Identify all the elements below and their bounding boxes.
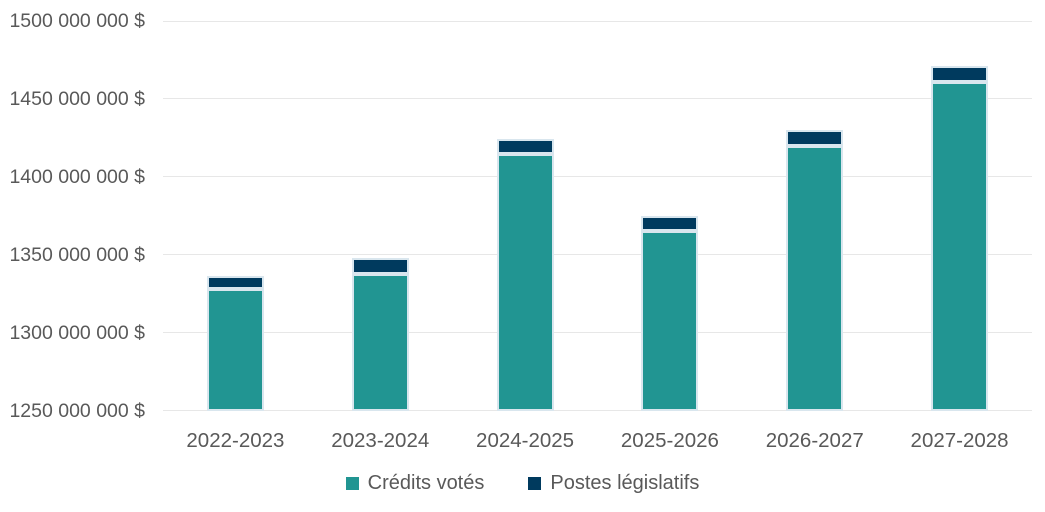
bar-2023-2024 xyxy=(351,258,409,411)
legend-swatch-postes-legislatifs xyxy=(528,476,542,490)
gridline xyxy=(163,21,1032,22)
x-axis-label: 2025-2026 xyxy=(620,429,719,452)
gridline xyxy=(163,254,1032,255)
bar-2027-2028 xyxy=(931,66,989,411)
legend-item-postes-legislatifs: Postes législatifs xyxy=(528,472,699,495)
bar-segment-postes-legislatifs xyxy=(351,258,409,274)
bar-segment-postes-legislatifs xyxy=(641,216,699,231)
bar-segment-postes-legislatifs xyxy=(496,139,554,154)
bar-segment-credits-votes xyxy=(206,289,264,411)
y-axis: 1250 000 000 $ 1300 000 000 $ 1350 000 000… xyxy=(0,10,148,422)
y-axis-label: 1250 000 000 $ xyxy=(9,400,145,422)
bar-segment-credits-votes xyxy=(496,154,554,411)
legend-label-credits-votes: Crédits votés xyxy=(367,471,485,494)
legend-item-credits-votes: Crédits votés xyxy=(345,471,485,495)
bar-segment-postes-legislatifs xyxy=(931,66,989,82)
y-axis-label: 1400 000 000 $ xyxy=(9,166,145,188)
x-axis: 2022-2023 2023-2024 2024-2025 2025-2026 2026… xyxy=(163,428,1032,456)
y-axis-label: 1300 000 000 $ xyxy=(9,322,145,344)
bar-2026-2027 xyxy=(786,130,844,411)
legend: Crédits votés Postes législatifs xyxy=(0,469,1045,497)
bar-segment-credits-votes xyxy=(786,146,844,411)
bar-segment-postes-legislatifs xyxy=(786,130,844,146)
x-axis-label: 2023-2024 xyxy=(331,429,430,452)
x-axis-label: 2027-2028 xyxy=(910,429,1009,452)
bar-2025-2026 xyxy=(641,216,699,411)
bar-2024-2025 xyxy=(496,139,554,411)
bar-2022-2023 xyxy=(206,276,264,411)
legend-swatch-credits-votes xyxy=(345,476,359,490)
bar-segment-credits-votes xyxy=(351,274,409,411)
y-axis-label: 1500 000 000 $ xyxy=(9,10,145,32)
gridline xyxy=(163,176,1032,177)
plot-area xyxy=(163,21,1032,411)
bar-segment-credits-votes xyxy=(641,231,699,411)
bar-segment-postes-legislatifs xyxy=(206,276,264,289)
x-axis-label: 2024-2025 xyxy=(476,429,575,452)
bar-segment-credits-votes xyxy=(931,82,989,411)
gridline xyxy=(163,98,1032,99)
y-axis-label: 1350 000 000 $ xyxy=(9,244,145,266)
x-axis-label: 2026-2027 xyxy=(765,429,864,452)
gridline xyxy=(163,332,1032,333)
gridline xyxy=(163,410,1032,411)
legend-label-postes-legislatifs: Postes législatifs xyxy=(550,471,700,494)
x-axis-label: 2022-2023 xyxy=(186,429,285,452)
y-axis-label: 1450 000 000 $ xyxy=(9,88,145,110)
